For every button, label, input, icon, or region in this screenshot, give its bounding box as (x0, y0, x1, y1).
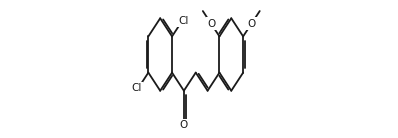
Text: O: O (180, 120, 188, 130)
Text: Cl: Cl (178, 16, 189, 26)
Text: O: O (247, 19, 256, 29)
Text: Cl: Cl (132, 83, 142, 93)
Text: O: O (207, 19, 215, 29)
